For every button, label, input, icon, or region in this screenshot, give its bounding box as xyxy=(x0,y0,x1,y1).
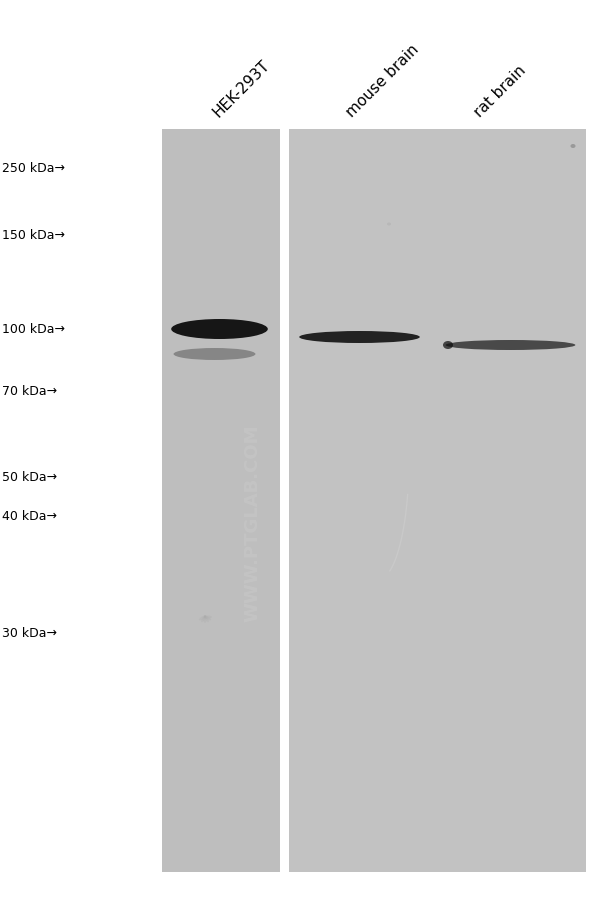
Ellipse shape xyxy=(201,615,206,622)
Ellipse shape xyxy=(571,145,575,149)
Text: mouse brain: mouse brain xyxy=(344,41,422,120)
Ellipse shape xyxy=(446,341,575,351)
Text: 30 kDa→: 30 kDa→ xyxy=(2,627,57,640)
Ellipse shape xyxy=(171,319,268,340)
Text: 70 kDa→: 70 kDa→ xyxy=(2,385,57,398)
Text: HEK-293T: HEK-293T xyxy=(211,58,273,120)
Bar xyxy=(162,130,280,872)
Ellipse shape xyxy=(204,615,209,622)
Text: rat brain: rat brain xyxy=(472,62,529,120)
Text: 100 kDa→: 100 kDa→ xyxy=(2,323,65,336)
Ellipse shape xyxy=(203,615,206,623)
Text: 40 kDa→: 40 kDa→ xyxy=(2,510,57,523)
Ellipse shape xyxy=(199,616,206,621)
Text: WWW.PTGLAB.COM: WWW.PTGLAB.COM xyxy=(243,425,261,621)
Ellipse shape xyxy=(204,616,212,619)
Text: 250 kDa→: 250 kDa→ xyxy=(2,161,65,174)
Ellipse shape xyxy=(443,342,453,350)
Text: 50 kDa→: 50 kDa→ xyxy=(2,471,57,484)
Bar xyxy=(289,130,586,872)
Ellipse shape xyxy=(173,348,256,361)
Text: 150 kDa→: 150 kDa→ xyxy=(2,229,65,243)
Ellipse shape xyxy=(204,616,211,621)
Ellipse shape xyxy=(387,224,391,226)
Ellipse shape xyxy=(299,332,420,344)
